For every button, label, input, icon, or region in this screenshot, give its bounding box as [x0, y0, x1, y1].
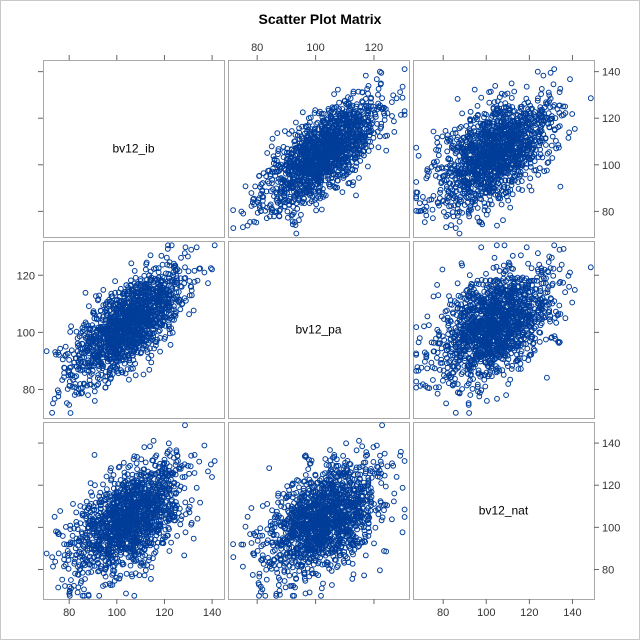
data-point	[362, 72, 369, 79]
data-point	[267, 201, 274, 208]
data-point	[399, 94, 406, 101]
data-point	[346, 132, 353, 138]
data-point	[378, 120, 385, 127]
data-point	[327, 132, 334, 139]
data-point	[230, 207, 237, 214]
data-point	[251, 218, 257, 225]
data-point	[350, 179, 357, 186]
data-point	[359, 89, 366, 96]
data-point	[303, 189, 310, 196]
data-point	[324, 172, 331, 179]
data-point	[267, 213, 273, 220]
data-point	[331, 91, 338, 97]
data-point	[337, 117, 344, 124]
data-point	[336, 99, 343, 106]
cell-bv12_pa-bv12_pa	[228, 241, 410, 419]
data-point	[357, 158, 364, 164]
data-point	[254, 209, 261, 216]
data-point	[374, 121, 381, 127]
data-point	[292, 222, 299, 229]
chart-title: Scatter Plot Matrix	[259, 11, 382, 27]
data-point	[340, 173, 347, 179]
data-point	[353, 163, 359, 170]
data-point	[284, 208, 291, 215]
data-point	[256, 202, 263, 209]
data-point	[257, 205, 263, 211]
data-point	[240, 210, 247, 217]
data-point	[288, 171, 295, 178]
data-point	[359, 99, 366, 106]
data-point	[352, 167, 359, 174]
data-point	[374, 128, 381, 135]
data-point	[375, 91, 381, 98]
data-point	[377, 68, 383, 75]
data-point	[375, 144, 382, 151]
data-point	[322, 177, 329, 184]
data-point	[349, 166, 356, 173]
data-point	[350, 88, 357, 95]
data-point	[357, 104, 364, 111]
data-point	[271, 193, 277, 200]
data-point	[375, 86, 382, 92]
data-point	[361, 118, 368, 125]
data-point	[277, 206, 283, 213]
data-point	[248, 190, 255, 196]
data-point	[282, 128, 288, 135]
data-point	[367, 138, 373, 145]
data-point	[301, 200, 308, 207]
data-point	[339, 189, 346, 196]
variable-label-bv12_pa: bv12_pa	[295, 323, 341, 337]
data-point	[365, 83, 372, 89]
data-point	[314, 119, 321, 126]
data-point	[327, 181, 334, 188]
scatter-bv12_pa-vs-bv12_ib	[230, 66, 408, 237]
data-point	[311, 110, 318, 116]
data-point	[389, 113, 395, 119]
data-point	[378, 69, 385, 76]
data-point	[398, 112, 404, 118]
data-point	[342, 97, 348, 104]
data-point	[307, 177, 314, 184]
data-point	[296, 129, 303, 136]
data-point	[336, 106, 343, 112]
data-point	[379, 95, 386, 102]
data-point	[353, 192, 359, 199]
data-point	[391, 118, 397, 125]
cell-bv12_ib-bv12_ib	[43, 60, 225, 238]
data-point	[397, 89, 404, 95]
data-point	[293, 119, 299, 126]
data-point	[401, 111, 408, 118]
data-point	[325, 115, 332, 121]
variable-label-bv12_nat: bv12_nat	[479, 504, 529, 518]
data-point	[264, 150, 271, 156]
data-point	[384, 110, 391, 117]
data-point	[281, 149, 288, 155]
data-point	[296, 125, 303, 132]
data-point	[275, 148, 282, 155]
data-point	[263, 173, 270, 180]
data-point	[274, 130, 281, 137]
data-point	[289, 221, 296, 228]
variable-label-bv12_ib: bv12_ib	[112, 142, 154, 156]
data-point	[268, 143, 275, 150]
data-point	[393, 95, 400, 102]
data-point	[401, 66, 408, 72]
data-point	[296, 217, 302, 224]
data-point	[335, 86, 341, 93]
data-point	[313, 207, 320, 214]
cell-bv12_nat-bv12_nat	[413, 422, 595, 600]
data-point	[401, 108, 408, 114]
data-point	[298, 211, 304, 218]
data-point	[299, 198, 306, 205]
data-point	[377, 133, 383, 140]
data-point	[390, 92, 397, 99]
data-point	[271, 213, 277, 220]
data-point	[293, 230, 300, 237]
data-point	[289, 218, 296, 225]
data-point	[263, 215, 270, 222]
data-point	[373, 76, 380, 83]
data-point	[256, 172, 263, 179]
